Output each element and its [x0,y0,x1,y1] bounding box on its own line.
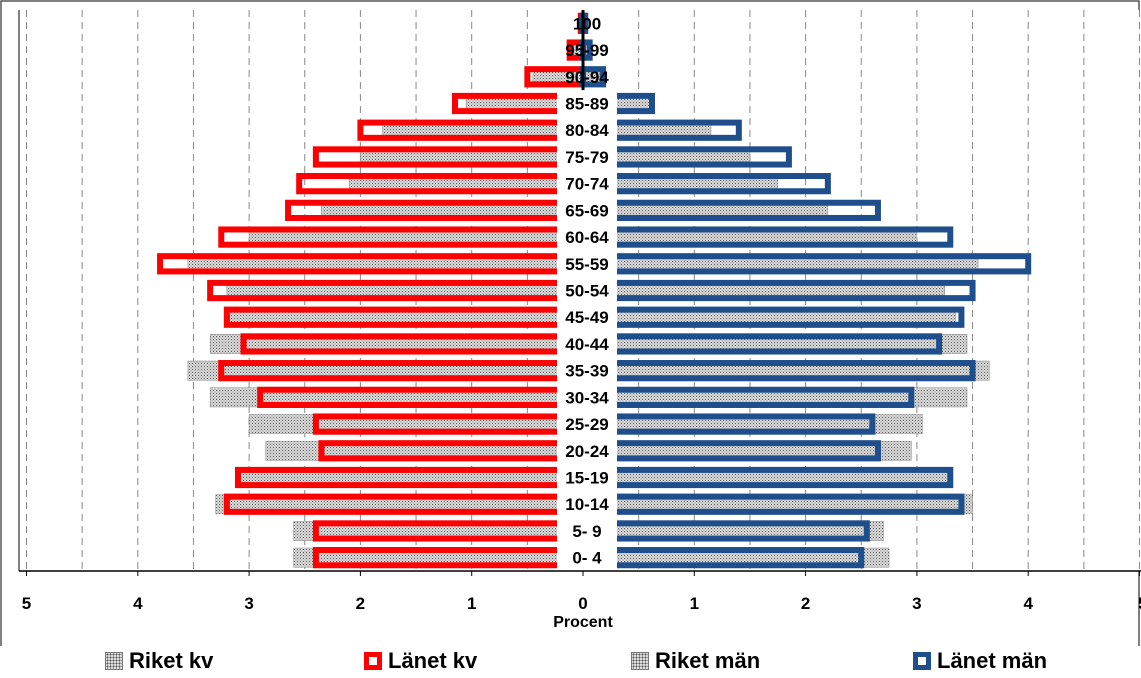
x-tick-label: 5 [1138,594,1141,613]
x-tick-label: 2 [356,594,365,613]
category-label: 0- 4 [572,549,602,568]
legend-label-riket-man: Riket män [655,648,761,673]
x-tick-label: 4 [1023,594,1033,613]
category-label-bg [557,411,617,437]
category-label: 60-64 [565,228,609,247]
legend: Riket kv Länet kv Riket män Länet män [0,646,1141,678]
category-label: 90-94 [565,68,609,87]
x-tick-label: 2 [801,594,810,613]
category-label: 70-74 [565,175,609,194]
category-label-bg [557,385,617,410]
category-label-bg [557,144,617,170]
category-label-bg [557,545,617,570]
category-label: 20-24 [565,442,609,461]
category-label: 25-29 [565,415,608,434]
x-tick-label: 5 [22,594,31,613]
x-axis-title: Procent [553,614,613,631]
category-label: 15-19 [565,469,608,488]
category-label-bg [557,91,617,116]
x-tick-label: 1 [690,594,699,613]
lanet-man-swatch-icon [913,652,931,670]
category-label-bg [557,198,617,223]
category-label-bg [557,465,617,490]
category-label: 10-14 [565,495,609,514]
riket-man-swatch-icon [631,652,649,670]
category-label: 55-59 [565,255,608,274]
legend-label-riket-kv: Riket kv [129,648,214,673]
x-tick-label: 4 [133,594,143,613]
category-label: 85-89 [565,95,608,114]
legend-item-lanet-kv: Länet kv [364,648,477,674]
category-label: 65-69 [565,201,608,220]
legend-item-riket-man: Riket män [631,648,760,674]
category-label: 50-54 [565,282,609,301]
category-label: 30-34 [565,388,609,407]
x-tick-label: 0 [578,594,587,613]
x-tick-label: 1 [467,594,476,613]
category-label-bg [557,171,617,196]
category-label-bg [557,358,617,383]
legend-label-lanet-man: Länet män [937,648,1048,673]
x-tick-label: 3 [244,594,253,613]
category-label: 75-79 [565,148,608,167]
category-label-bg [557,304,617,330]
riket-kv-swatch-icon [105,652,123,670]
legend-item-riket-kv: Riket kv [105,648,213,674]
category-label: 80-84 [565,121,609,140]
category-label-bg [557,438,617,464]
legend-label-lanet-kv: Länet kv [388,648,478,673]
category-label-bg [557,251,617,277]
category-label: 40-44 [565,335,609,354]
category-label: 100 [573,14,601,33]
category-label-bg [557,278,617,303]
category-label: 95-99 [565,41,608,60]
lanet-kv-swatch-icon [364,652,382,670]
category-label: 35-39 [565,362,608,381]
category-label-bg [557,491,617,517]
x-tick-label: 3 [912,594,921,613]
category-label-bg [557,518,617,544]
category-label-bg [557,331,617,357]
category-label-bg [557,224,617,250]
category-label: 5- 9 [572,522,601,541]
category-label: 45-49 [565,308,608,327]
category-label-bg [557,117,617,143]
legend-item-lanet-man: Länet män [913,648,1047,674]
